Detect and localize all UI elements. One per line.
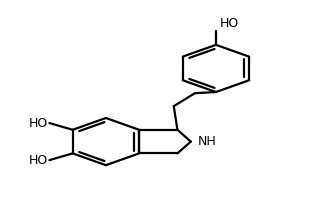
- Text: HO: HO: [28, 154, 48, 167]
- Text: HO: HO: [28, 117, 48, 129]
- Text: NH: NH: [198, 135, 216, 148]
- Text: HO: HO: [219, 17, 239, 30]
